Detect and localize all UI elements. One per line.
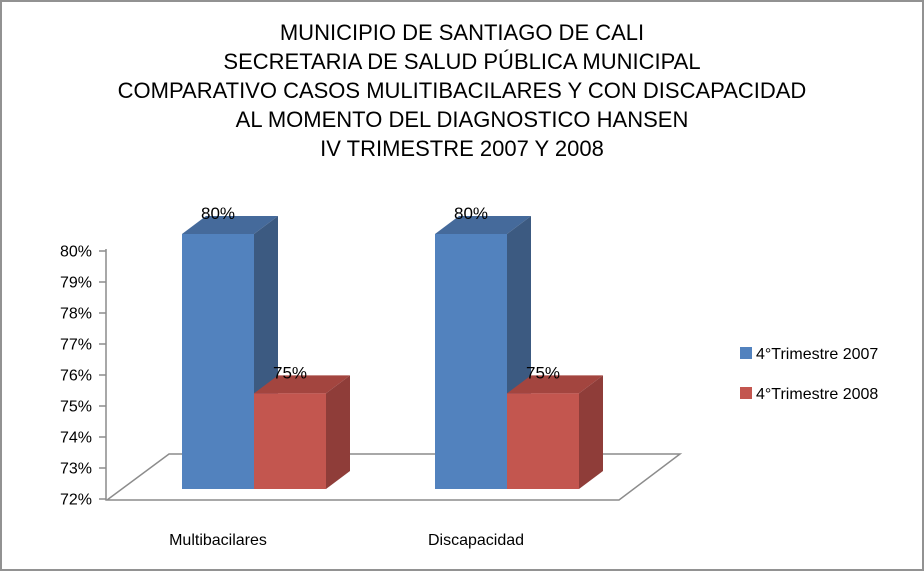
bar-front-face [435,234,507,489]
chart-title-line-4: AL MOMENTO DEL DIAGNOSTICO HANSEN [235,107,689,132]
bar-value-label: 75% [526,363,560,382]
y-axis-tick-label: 78% [60,306,92,323]
bar-top-face [182,216,278,234]
legend-swatch [740,387,752,399]
x-axis-category-label: Multibacilares [169,532,267,549]
chart-title-line-1: MUNICIPIO DE SANTIAGO DE CALI [279,20,645,45]
y-axis-tick-label: 77% [60,337,92,354]
x-axis-category-label: Discapacidad [428,532,524,549]
bar-front-face [182,234,254,489]
bar-top-face [507,375,603,394]
bar-value-label: 80% [454,204,488,223]
bar-front-face [507,393,579,489]
y-axis-tick-label: 75% [60,399,92,416]
legend-label: 4°Trimestre 2008 [756,386,878,403]
chart-title-line-2: SECRETARIA DE SALUD PÚBLICA MUNICIPAL [223,49,701,74]
chart-title: MUNICIPIO DE SANTIAGO DE CALI SECRETARIA… [2,18,922,163]
legend-swatch [740,347,752,359]
bar-value-label: 80% [201,204,235,223]
y-axis-tick-label: 80% [60,244,92,261]
bar-side-face [326,375,350,489]
y-axis-tick-label: 79% [60,275,92,292]
chart-title-line-3: COMPARATIVO CASOS MULITIBACILARES Y CON … [117,78,807,103]
legend-label: 4°Trimestre 2007 [756,346,878,363]
bar-value-label: 75% [273,363,307,382]
floor-plane [104,453,683,501]
y-axis-tick-label: 72% [60,492,92,509]
bar-side-face [579,375,603,489]
y-axis-tick-label: 76% [60,368,92,385]
bar-top-face [254,375,350,394]
bar-front-face [254,393,326,489]
y-axis-tick-label: 73% [60,461,92,478]
bar-top-face [435,216,531,234]
y-axis-tick-label: 74% [60,430,92,447]
chart-title-line-5: IV TRIMESTRE 2007 Y 2008 [320,136,604,161]
